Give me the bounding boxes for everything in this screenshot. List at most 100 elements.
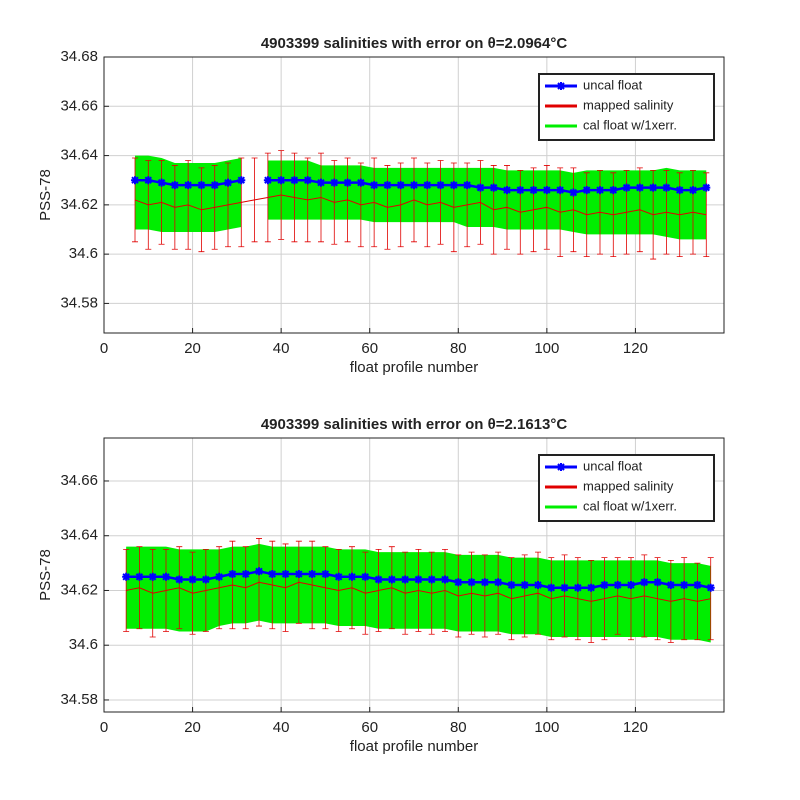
marker [547, 583, 556, 592]
series-line [126, 581, 711, 602]
marker [263, 176, 272, 185]
marker [277, 176, 286, 185]
marker [666, 580, 675, 589]
marker [480, 578, 489, 587]
marker [689, 186, 697, 195]
x-tick-label: 80 [450, 340, 467, 357]
marker [294, 570, 303, 579]
marker [507, 580, 516, 589]
x-tick-label: 20 [184, 719, 201, 736]
y-tick-label: 34.58 [60, 691, 98, 708]
marker [321, 570, 330, 579]
marker [241, 570, 250, 579]
marker [348, 572, 356, 581]
marker [534, 580, 542, 589]
marker [303, 176, 312, 185]
marker [600, 580, 609, 589]
marker [401, 575, 410, 584]
marker [361, 572, 370, 581]
marker [308, 570, 317, 579]
marker [131, 176, 139, 185]
y-tick-label: 34.62 [60, 196, 98, 213]
marker [122, 572, 131, 581]
y-axis-label: PSS-78 [37, 169, 54, 221]
y-tick-label: 34.6 [69, 636, 98, 653]
marker [582, 186, 591, 195]
marker [290, 176, 299, 185]
marker [573, 583, 582, 592]
marker [520, 580, 529, 589]
marker [653, 578, 662, 587]
x-tick-label: 120 [623, 340, 648, 357]
marker [596, 186, 604, 195]
marker [503, 186, 511, 195]
marker [560, 583, 569, 592]
marker [157, 178, 166, 187]
y-tick-label: 34.6 [69, 245, 98, 262]
y-tick-label: 34.62 [60, 581, 98, 598]
x-tick-label: 0 [100, 340, 108, 357]
marker [542, 186, 551, 195]
marker [476, 183, 485, 192]
marker [356, 178, 365, 187]
legend-marker [557, 82, 565, 90]
marker [449, 181, 458, 190]
marker [188, 575, 197, 584]
marker [414, 575, 423, 584]
marker [162, 572, 170, 581]
marker [427, 575, 436, 584]
chart-title: 4903399 salinities with error on θ=2.096… [261, 35, 568, 52]
marker [215, 572, 224, 581]
x-tick-label: 120 [623, 719, 648, 736]
x-tick-label: 40 [273, 340, 290, 357]
y-tick-label: 34.58 [60, 294, 98, 311]
x-axis-label: float profile number [350, 738, 478, 755]
marker [396, 181, 405, 190]
marker [197, 181, 206, 190]
marker [210, 181, 219, 190]
marker [649, 183, 658, 192]
marker [622, 183, 631, 192]
marker [702, 183, 711, 192]
error-bar [132, 157, 138, 243]
marker [343, 178, 352, 187]
marker [463, 181, 472, 190]
error-band [135, 155, 707, 240]
marker [281, 570, 290, 579]
marker [268, 570, 277, 579]
x-tick-label: 0 [100, 719, 108, 736]
marker [383, 181, 392, 190]
marker [228, 570, 237, 579]
y-tick-label: 34.66 [60, 97, 98, 114]
y-axis-label: PSS-78 [37, 549, 54, 601]
x-tick-label: 60 [361, 719, 378, 736]
x-tick-label: 20 [184, 340, 201, 357]
x-axis-label: float profile number [350, 359, 478, 376]
marker [144, 176, 153, 185]
marker [640, 578, 649, 587]
x-tick-label: 40 [273, 719, 290, 736]
legend-label: mapped salinity [583, 478, 674, 493]
marker [374, 575, 383, 584]
legend-marker [557, 463, 565, 471]
marker [569, 188, 578, 197]
marker [330, 178, 339, 187]
marker [317, 178, 325, 187]
x-tick-label: 100 [534, 719, 559, 736]
marker [135, 572, 144, 581]
marker [675, 186, 684, 195]
y-tick-label: 34.64 [60, 527, 98, 544]
marker [370, 181, 379, 190]
marker [387, 575, 396, 584]
marker [556, 186, 565, 195]
marker [662, 183, 671, 192]
marker [467, 578, 476, 587]
marker [494, 578, 503, 587]
marker [175, 575, 184, 584]
marker [489, 183, 498, 192]
legend-label: uncal float [583, 458, 643, 473]
marker [436, 181, 445, 190]
marker [706, 583, 715, 592]
marker [529, 186, 538, 195]
